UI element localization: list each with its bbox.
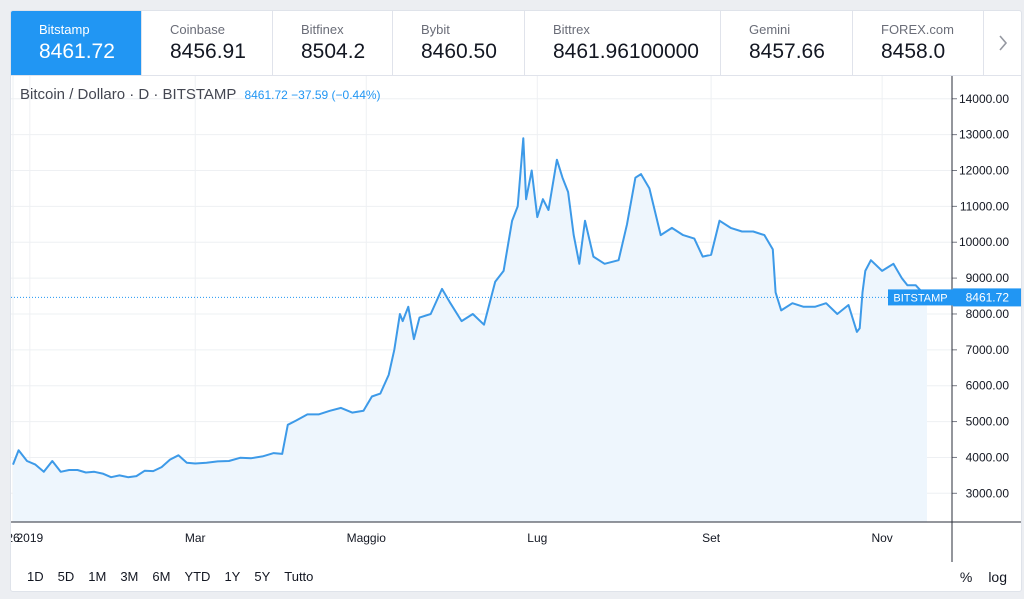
tabs-next-button[interactable] [984,11,1021,75]
y-tick-label: 11000.00 [960,199,1009,213]
range-5d[interactable]: 5D [57,568,75,584]
tab-name: Coinbase [170,22,225,37]
tab-bitfinex[interactable]: Bitfinex 8504.2 [273,11,393,75]
tab-name: FOREX.com [881,22,954,37]
range-5y[interactable]: 5Y [254,568,271,584]
y-tick-label: 9000.00 [966,271,1010,285]
tab-price: 8460.50 [421,40,497,63]
tab-coinbase[interactable]: Coinbase 8456.91 [142,11,273,75]
y-tick-label: 8000.00 [966,307,1010,321]
tab-gemini[interactable]: Gemini 8457.66 [721,11,853,75]
exchange-label: BITSTAMP [893,292,947,304]
exchange-tabs: Bitstamp 8461.72 Coinbase 8456.91 Bitfin… [11,11,1021,76]
tab-name: Bitfinex [301,22,344,37]
scale-buttons: % log [952,569,1021,585]
range-1d[interactable]: 1D [27,568,44,584]
range-1y[interactable]: 1Y [224,568,241,584]
last-price-label-box [953,288,1021,307]
tab-bybit[interactable]: Bybit 8460.50 [393,11,525,75]
range-3m[interactable]: 3M [120,568,139,584]
tab-name: Bitstamp [39,22,90,37]
x-tick-label: Nov [871,531,892,545]
price-widget: Bitstamp 8461.72 Coinbase 8456.91 Bitfin… [10,10,1022,592]
range-6m[interactable]: 6M [152,568,171,584]
range-ytd[interactable]: YTD [184,568,211,584]
series-area-fill [13,138,927,522]
y-tick-label: 5000.00 [966,415,1010,429]
x-tick-label: 26 [11,531,20,545]
tab-price: 8461.96100000 [553,40,699,63]
y-tick-label: 12000.00 [959,163,1009,177]
y-tick-label: 10000.00 [959,235,1009,249]
y-tick-label: 3000.00 [966,486,1010,500]
chevron-right-icon [998,35,1007,51]
x-tick-label: 2019 [16,531,43,545]
x-tick-label: Lug [527,531,547,545]
x-tick-label: Mar [185,531,206,545]
tab-price: 8504.2 [301,40,366,63]
x-tick-label: Set [702,531,721,545]
tab-name: Bittrex [553,22,590,37]
y-tick-label: 4000.00 [966,450,1010,464]
exchange-label-box [888,289,953,306]
y-tick-label: 7000.00 [966,343,1010,357]
range-1m[interactable]: 1M [88,568,107,584]
chart-area[interactable]: 3000.00 4000.00 5000.00 6000.00 7000.00 8000.… [11,76,1021,562]
tab-forex-com[interactable]: FOREX.com 8458.0 [853,11,984,75]
symbol-change: 8461.72 −37.59 (−0.44%) [244,88,381,102]
range-all[interactable]: Tutto [284,568,314,584]
log-scale-button[interactable]: log [988,568,1007,585]
series-line [12,137,928,479]
percent-scale-button[interactable]: % [959,568,973,585]
tab-price: 8461.72 [39,40,115,63]
symbol-title: Bitcoin / Dollaro · D · BITSTAMP [20,86,237,103]
chart-legend: Bitcoin / Dollaro · D · BITSTAMP 8461.72 … [20,86,381,104]
y-tick-label: 14000.00 [959,92,1009,106]
x-tick-label: Maggio [347,531,387,545]
tab-bitstamp[interactable]: Bitstamp 8461.72 [11,11,142,75]
price-chart[interactable]: 3000.00 4000.00 5000.00 6000.00 7000.00 8000.… [11,76,1021,562]
last-price-label: 8461.72 [966,290,1010,304]
tab-bittrex[interactable]: Bittrex 8461.96100000 [525,11,721,75]
tab-name: Bybit [421,22,450,37]
y-tick-label: 13000.00 [959,128,1009,142]
y-tick-label: 6000.00 [966,379,1010,393]
range-toolbar: 1D 5D 1M 3M 6M YTD 1Y 5Y Tutto % log [11,562,1021,591]
tab-price: 8457.66 [749,40,825,63]
tab-name: Gemini [749,22,791,37]
tab-price: 8456.91 [170,40,246,63]
tab-price: 8458.0 [881,40,946,63]
